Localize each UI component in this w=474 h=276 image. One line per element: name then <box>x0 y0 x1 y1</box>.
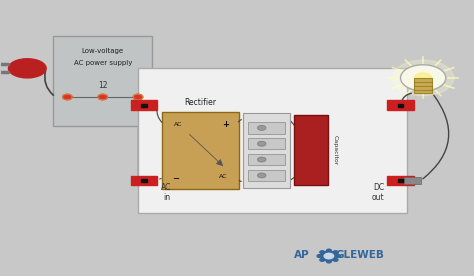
Circle shape <box>320 251 325 254</box>
Circle shape <box>98 94 108 100</box>
Text: Rectifier: Rectifier <box>184 98 217 107</box>
Bar <box>131 176 157 185</box>
Text: AC power supply: AC power supply <box>73 60 132 66</box>
Bar <box>398 104 403 107</box>
Text: AC: AC <box>219 174 227 179</box>
Bar <box>248 138 285 150</box>
Bar <box>141 104 147 107</box>
Circle shape <box>327 249 331 252</box>
FancyBboxPatch shape <box>294 115 328 185</box>
Bar <box>131 100 157 110</box>
Circle shape <box>257 125 266 130</box>
Circle shape <box>333 251 338 254</box>
FancyBboxPatch shape <box>162 112 239 189</box>
Text: +: + <box>222 120 229 129</box>
Circle shape <box>257 141 266 146</box>
Bar <box>414 78 432 93</box>
FancyBboxPatch shape <box>243 113 290 188</box>
Text: AC
in: AC in <box>161 183 172 202</box>
Text: −: − <box>172 174 179 184</box>
Bar <box>404 177 421 184</box>
Bar <box>248 122 285 134</box>
Circle shape <box>333 259 338 261</box>
FancyBboxPatch shape <box>138 68 407 213</box>
Circle shape <box>133 94 143 100</box>
Text: Low-voltage: Low-voltage <box>82 48 124 54</box>
Text: DC
out: DC out <box>372 183 385 202</box>
Bar <box>248 170 285 181</box>
Circle shape <box>257 173 266 178</box>
Text: AP: AP <box>293 250 309 260</box>
Circle shape <box>401 65 446 91</box>
Text: GLEWEB: GLEWEB <box>335 250 384 260</box>
Circle shape <box>327 260 331 263</box>
Text: AC: AC <box>174 122 182 127</box>
Bar <box>248 154 285 165</box>
Circle shape <box>320 251 337 261</box>
Circle shape <box>63 94 72 100</box>
Circle shape <box>320 259 325 261</box>
Bar <box>141 179 147 182</box>
Bar <box>387 176 414 185</box>
Circle shape <box>257 157 266 162</box>
Circle shape <box>336 255 341 258</box>
Circle shape <box>392 60 454 96</box>
Circle shape <box>324 253 334 259</box>
Ellipse shape <box>9 59 46 78</box>
Text: Capacitor: Capacitor <box>333 135 337 166</box>
Circle shape <box>415 73 432 83</box>
Bar <box>398 179 403 182</box>
Circle shape <box>317 255 322 258</box>
Text: 12: 12 <box>98 81 108 90</box>
FancyBboxPatch shape <box>53 36 152 126</box>
Bar <box>387 100 414 110</box>
